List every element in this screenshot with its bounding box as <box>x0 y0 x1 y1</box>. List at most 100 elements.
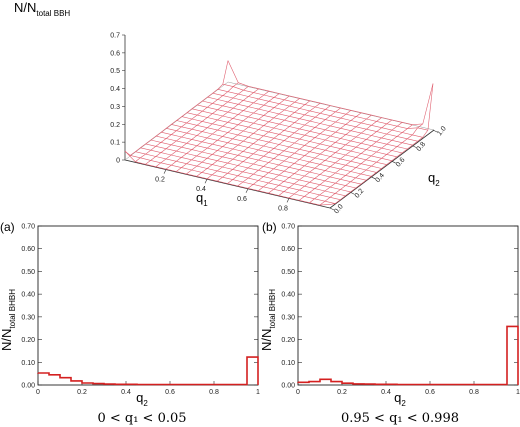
x-tick-label: 0.8 <box>469 389 479 396</box>
histogram-bin <box>60 378 71 385</box>
surface-z-ticks: 0 0.1 0.2 0.3 0.4 0.5 0.6 0.7 <box>110 33 125 165</box>
surface-mesh-line <box>155 135 361 185</box>
y-tick-label: 0.40 <box>281 292 295 299</box>
surface-x-tick <box>286 198 290 203</box>
surface-x-tick <box>204 179 208 184</box>
x-tick-label: 0.4 <box>121 389 131 396</box>
y-tick-label: 0.60 <box>21 246 35 253</box>
x-tick-label: 0.4 <box>381 389 391 396</box>
histogram-bin <box>247 357 258 385</box>
surface-mesh <box>124 60 434 206</box>
x-tick-label: 0 <box>296 389 300 396</box>
surface-mesh-line <box>145 143 351 193</box>
surface-x-tick-label: 0.6 <box>237 196 247 203</box>
surface-mesh-line <box>186 112 392 161</box>
histogram-bin <box>507 326 518 385</box>
surface-mesh-line <box>130 155 336 204</box>
surface-y-ticks: 0.0 0.2 0.4 0.6 0.8 1.0 <box>329 125 448 215</box>
surface-y-tick-label: 1.0 <box>436 125 448 137</box>
surface-z-tick-label: 0.5 <box>110 68 120 75</box>
y-tick-label: 0.20 <box>281 337 295 344</box>
x-tick-label: 0 <box>36 389 40 396</box>
surface-xlabel: q1 <box>196 190 208 208</box>
y-tick-label: 0.60 <box>281 246 295 253</box>
surface-mesh-line <box>171 124 377 173</box>
surface-mesh-line <box>161 131 367 181</box>
y-tick-label: 0.70 <box>21 224 35 231</box>
x-tick-label: 0.2 <box>77 389 87 396</box>
surface-y-axis <box>329 129 435 209</box>
surface-mesh-line <box>202 100 408 150</box>
surface-y-tick <box>329 207 335 211</box>
surface-x-tick-label: 0.8 <box>278 205 288 212</box>
panel-b-xlabel: q2 <box>394 390 406 408</box>
histogram-panel-b: (b) N/Ntotal BHBH q2 0.95 < q₁ < 0.998 0… <box>259 220 520 426</box>
surface-y-tick <box>391 160 396 164</box>
surface-y-tick <box>371 176 376 180</box>
panel-b-condition: 0.95 < q₁ < 0.998 <box>341 411 459 426</box>
surface-mesh-line <box>329 83 434 205</box>
surface-y-tick-label: 0.2 <box>354 188 366 200</box>
y-tick-label: 0.10 <box>21 360 35 367</box>
surface-axes <box>124 35 435 209</box>
surface-y-tick-label: 0.0 <box>333 203 345 215</box>
panel-a-ylabel: N/Ntotal BHBH <box>0 289 17 351</box>
surface-mesh-line <box>212 92 418 142</box>
y-tick-label: 0.30 <box>281 314 295 321</box>
surface-mesh-line <box>222 83 428 131</box>
surface-mesh-line <box>135 151 341 200</box>
surface-z-tick-label: 0.7 <box>110 33 120 40</box>
y-tick-label: 0.00 <box>21 383 35 390</box>
histogram-bin <box>320 379 331 385</box>
panel-a-condition: 0 < q₁ < 0.05 <box>97 411 186 426</box>
x-tick-label: 0.8 <box>209 389 219 396</box>
histogram-step-line <box>37 356 259 386</box>
y-tick-label: 0.50 <box>281 269 295 276</box>
x-tick-label: 0.2 <box>337 389 347 396</box>
panel-b-label: (b) <box>262 220 277 234</box>
surface-mesh-line <box>150 139 356 189</box>
panel-b-ylabel: N/Ntotal BHBH <box>259 289 277 351</box>
x-tick-label: 1 <box>256 389 260 396</box>
panel-a-xlabel: q2 <box>136 390 148 408</box>
y-tick-label: 0.50 <box>21 269 35 276</box>
surface-back-edge <box>227 81 435 131</box>
surface-mesh-line <box>207 96 413 146</box>
histogram-bin <box>38 373 49 385</box>
surface-x-tick <box>245 188 249 193</box>
surface-z-tick-label: 0.4 <box>110 86 120 93</box>
y-tick-label: 0.00 <box>281 383 295 390</box>
surface-mesh-line <box>176 120 382 169</box>
surface-y-tick <box>432 129 438 133</box>
y-tick-label: 0.10 <box>281 360 295 367</box>
surface-mesh-line <box>166 128 372 177</box>
histogram-panel-a: (a) N/Ntotal BHBH q2 0 < q₁ < 0.05 0.000… <box>0 220 260 426</box>
surface-mesh-line <box>181 116 387 165</box>
surface-z-tick-label: 0.1 <box>110 140 120 147</box>
surface-mesh-line <box>140 147 346 197</box>
surface-x-tick <box>163 169 167 174</box>
histogram-step-line <box>297 325 519 386</box>
surface-x-ticks: 0.2 0.4 0.6 0.8 <box>155 169 290 212</box>
surface-z-tick-label: 0.2 <box>110 122 120 129</box>
surface-x-axis <box>124 159 331 209</box>
y-tick-label: 0.40 <box>21 292 35 299</box>
y-tick-label: 0.70 <box>281 224 295 231</box>
surface-mesh-line <box>227 60 434 126</box>
surface-y-tick-label: 0.8 <box>416 141 428 153</box>
surface-x-tick-label: 0.4 <box>196 186 206 193</box>
surface-y-tick <box>350 192 355 195</box>
surface-y-tick-label: 0.4 <box>374 172 386 184</box>
surface-mesh-line <box>197 104 403 154</box>
surface-x-tick-label: 0.2 <box>155 177 165 184</box>
plot-frame <box>297 225 519 386</box>
surface-mesh-line <box>135 82 239 162</box>
surface-z-tick-label: 0.6 <box>110 50 120 57</box>
y-tick-label: 0.20 <box>21 337 35 344</box>
surface-mesh-line <box>124 150 331 206</box>
histogram-bin <box>49 375 60 385</box>
surface-y-tick <box>412 145 417 148</box>
panel-a-label: (a) <box>0 220 15 234</box>
x-tick-label: 1 <box>516 389 520 396</box>
surface-plot: N/Ntotal BBH 00.10.20.30.40.50.60.7 0.20… <box>14 0 448 215</box>
